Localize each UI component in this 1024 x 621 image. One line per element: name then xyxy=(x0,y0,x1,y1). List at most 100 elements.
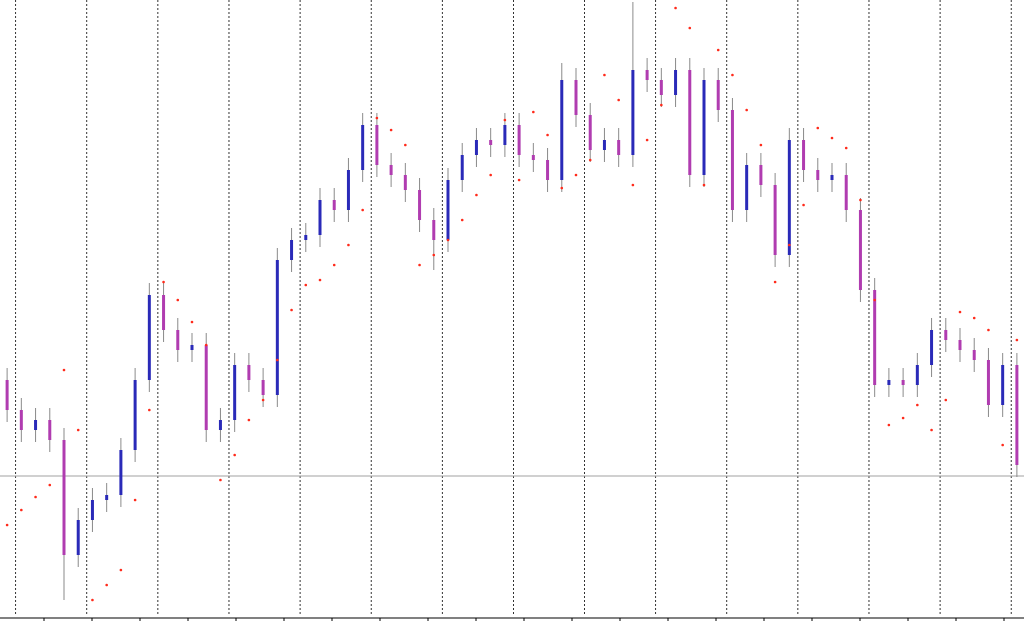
parabolic-sar-dot xyxy=(731,73,734,77)
candle-body xyxy=(233,365,237,420)
candle-body xyxy=(958,340,962,350)
parabolic-sar-dot xyxy=(48,483,52,487)
candle-body xyxy=(887,380,891,385)
candle-body xyxy=(76,520,80,555)
candle-body xyxy=(802,140,806,170)
parabolic-sar-dot xyxy=(802,203,805,207)
candle-body xyxy=(90,500,94,520)
candle-body xyxy=(162,295,166,330)
parabolic-sar-dot xyxy=(162,280,165,284)
candle-body xyxy=(816,170,820,180)
parabolic-sar-dot xyxy=(574,173,578,177)
candle-body xyxy=(119,450,123,495)
parabolic-sar-dot xyxy=(745,108,748,112)
candle-body xyxy=(204,345,208,430)
candle-body xyxy=(290,240,294,260)
parabolic-sar-dot xyxy=(873,298,876,302)
parabolic-sar-dot xyxy=(972,316,976,320)
parabolic-sar-dot xyxy=(332,263,336,267)
parabolic-sar-dot xyxy=(503,118,507,122)
parabolic-sar-dot xyxy=(546,133,549,137)
candle-body xyxy=(432,220,436,240)
parabolic-sar-dot xyxy=(560,186,564,190)
candle-body xyxy=(304,235,308,240)
candle-body xyxy=(702,80,706,175)
candle-body xyxy=(5,380,9,410)
candle-body xyxy=(645,70,649,80)
candle-body xyxy=(190,345,194,350)
parabolic-sar-dot xyxy=(816,126,820,130)
candle-body xyxy=(659,80,663,95)
parabolic-sar-dot xyxy=(660,103,663,107)
parabolic-sar-dot xyxy=(887,423,891,427)
candle-body xyxy=(503,125,507,145)
parabolic-sar-dot xyxy=(233,453,236,457)
candle-body xyxy=(1015,365,1019,465)
parabolic-sar-dot xyxy=(119,568,123,572)
candle-body xyxy=(844,175,848,210)
candle-body xyxy=(318,200,322,235)
candle-body xyxy=(759,165,763,185)
candle-body xyxy=(531,155,535,160)
parabolic-sar-dot xyxy=(176,298,180,302)
candle-body xyxy=(930,330,934,365)
parabolic-sar-dot xyxy=(62,368,66,372)
parabolic-sar-dot xyxy=(958,310,962,314)
candle-body xyxy=(105,495,109,500)
candle-body xyxy=(546,160,550,180)
candle-body xyxy=(147,295,151,380)
candle-body xyxy=(474,140,478,155)
candle-body xyxy=(688,70,692,175)
parabolic-sar-dot xyxy=(418,263,421,267)
candle-body xyxy=(631,70,635,155)
candle-body xyxy=(574,80,578,115)
parabolic-sar-dot xyxy=(204,343,208,347)
parabolic-sar-dot xyxy=(688,26,692,30)
candle-body xyxy=(218,420,222,430)
candle-body xyxy=(730,110,734,210)
parabolic-sar-dot xyxy=(276,358,279,362)
candle-body xyxy=(176,330,180,350)
parabolic-sar-dot xyxy=(859,198,862,202)
candle-body xyxy=(858,210,862,290)
candle-body xyxy=(773,185,777,255)
candle-body xyxy=(389,165,393,175)
parabolic-sar-dot xyxy=(631,183,635,187)
parabolic-sar-dot xyxy=(1015,338,1019,342)
candle-body xyxy=(972,350,976,360)
candle-body xyxy=(261,380,265,395)
parabolic-sar-dot xyxy=(446,238,450,242)
parabolic-sar-dot xyxy=(290,308,293,312)
parabolic-sar-dot xyxy=(20,508,23,512)
candle-body xyxy=(275,260,279,395)
parabolic-sar-dot xyxy=(987,328,990,332)
parabolic-sar-dot xyxy=(489,173,492,177)
parabolic-sar-dot xyxy=(91,598,94,602)
parabolic-sar-dot xyxy=(247,418,251,422)
parabolic-sar-dot xyxy=(930,428,933,432)
candle-body xyxy=(418,190,422,220)
parabolic-sar-dot xyxy=(318,278,322,282)
candle-body xyxy=(489,140,493,145)
parabolic-sar-dot xyxy=(674,6,677,10)
candle-body xyxy=(560,80,564,180)
candle-body xyxy=(944,330,948,340)
candle-body xyxy=(1001,365,1005,405)
parabolic-sar-dot xyxy=(773,280,777,284)
candle-body xyxy=(873,290,877,385)
parabolic-sar-dot xyxy=(588,158,592,162)
parabolic-sar-dot xyxy=(389,128,393,132)
parabolic-sar-dot xyxy=(916,403,919,407)
candle-body xyxy=(48,420,52,440)
candle-body xyxy=(745,165,749,210)
candle-body xyxy=(901,380,905,385)
candle-body xyxy=(34,420,38,430)
parabolic-sar-dot xyxy=(460,218,464,222)
parabolic-sar-dot xyxy=(34,495,37,499)
parabolic-sar-dot xyxy=(76,428,80,432)
parabolic-sar-dot xyxy=(475,193,478,197)
parabolic-sar-dot xyxy=(404,143,407,147)
parabolic-sar-dot xyxy=(219,478,222,482)
parabolic-sar-dot xyxy=(148,408,151,412)
